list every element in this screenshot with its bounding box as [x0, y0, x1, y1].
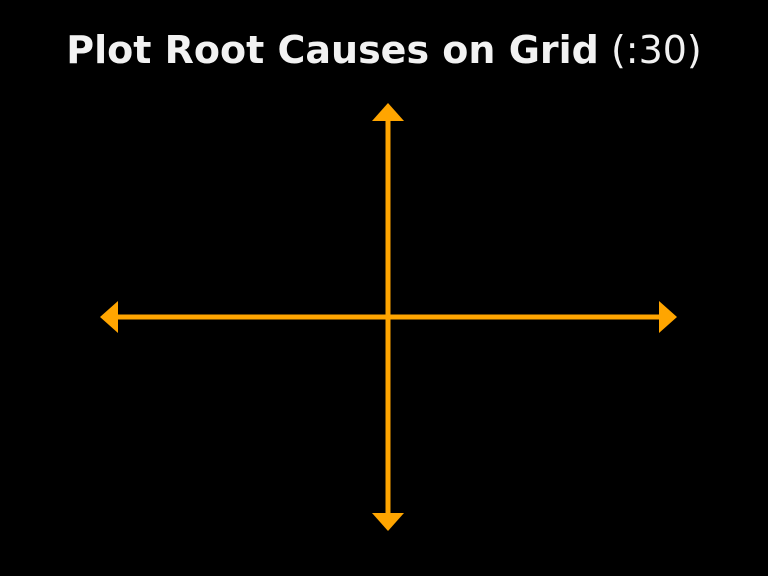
arrow-left-icon — [100, 301, 118, 333]
arrow-down-icon — [372, 513, 404, 531]
arrow-up-icon — [372, 103, 404, 121]
vertical-axis — [372, 103, 404, 531]
slide-title: Plot Root Causes on Grid (:30) — [0, 22, 768, 78]
title-main: Plot Root Causes on Grid — [66, 28, 599, 72]
title-time: (:30) — [610, 28, 702, 72]
arrow-right-icon — [659, 301, 677, 333]
